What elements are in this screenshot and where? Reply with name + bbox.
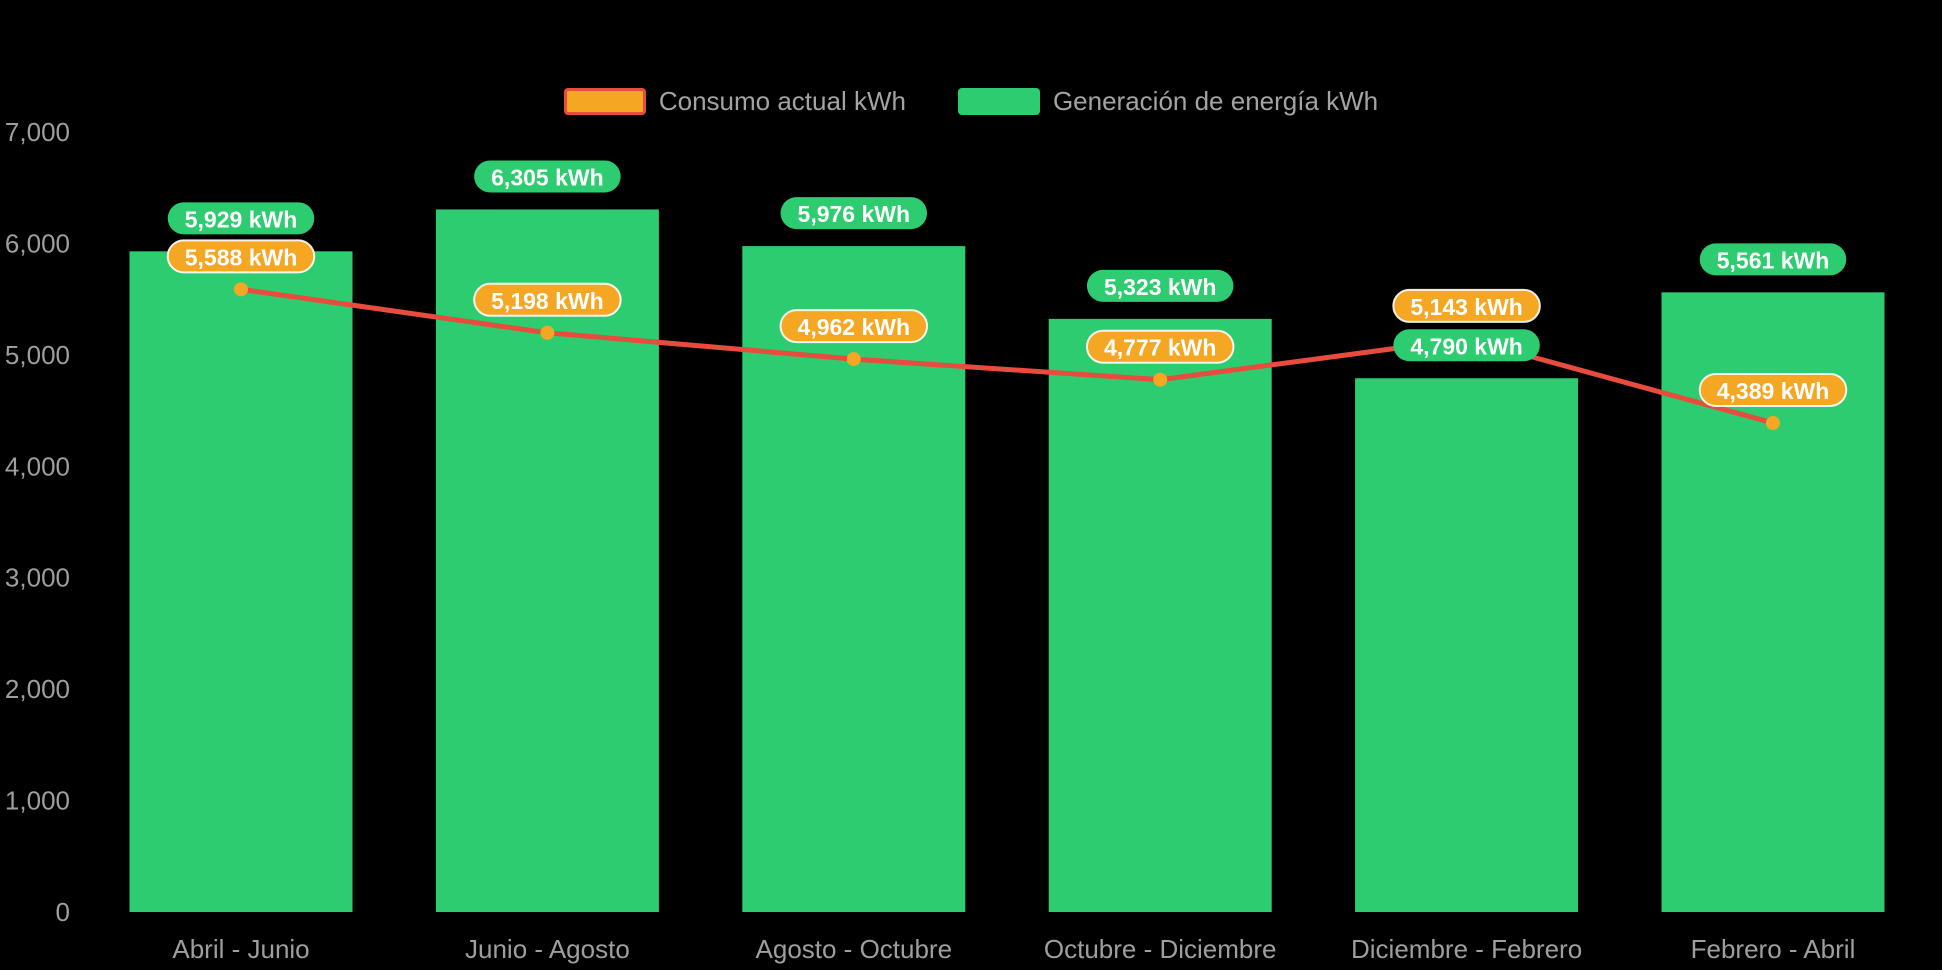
consumption-value-label-text: 5,198 kWh	[491, 288, 604, 314]
generation-value-label-pill	[1393, 329, 1540, 362]
consumption-value-label: 4,777 kWh	[1085, 329, 1235, 364]
y-axis-tick-label: 6,000	[5, 228, 70, 258]
legend-label-generation: Generación de energía kWh	[1052, 86, 1379, 116]
y-axis-tick-label: 4,000	[5, 451, 70, 481]
generation-value-label-pill	[167, 202, 315, 235]
consumption-value-label-pill	[473, 282, 622, 317]
consumption-value-label-pill	[1392, 288, 1541, 323]
x-axis-category-label: Junio - Agosto	[465, 934, 630, 964]
y-axis-tick-label: 0	[56, 897, 70, 927]
generation-value-label: 5,976 kWh	[780, 197, 928, 230]
generation-value-label-text: 5,561 kWh	[1717, 247, 1830, 273]
legend-item-generation[interactable]: Generación de energía kWh	[957, 86, 1379, 116]
consumption-point[interactable]	[540, 325, 555, 340]
y-axis-tick-label: 3,000	[5, 563, 70, 593]
consumption-point[interactable]	[846, 352, 861, 367]
consumption-swatch-icon	[563, 88, 646, 115]
chart-legend: Consumo actual kWh Generación de energía…	[0, 88, 1942, 115]
consumption-value-label: 5,198 kWh	[473, 282, 622, 317]
generation-swatch-icon	[957, 88, 1040, 115]
bar-generation[interactable]	[1355, 378, 1579, 912]
generation-value-label-text: 5,976 kWh	[798, 201, 911, 227]
generation-value-label-pill	[1699, 243, 1847, 276]
bar-generation[interactable]	[129, 251, 353, 913]
generation-value-label-text: 6,305 kWh	[491, 164, 604, 190]
consumption-value-label-pill	[779, 309, 929, 344]
legend-item-consumption[interactable]: Consumo actual kWh	[563, 86, 906, 116]
y-axis-tick-label: 1,000	[5, 786, 70, 816]
consumption-point[interactable]	[1766, 415, 1780, 430]
generation-value-label-text: 4,790 kWh	[1410, 333, 1523, 359]
consumption-value-label-text: 4,389 kWh	[1717, 378, 1830, 404]
consumption-value-label: 5,143 kWh	[1392, 288, 1541, 323]
generation-value-label-text: 5,323 kWh	[1104, 274, 1217, 300]
bar-generation[interactable]	[742, 246, 966, 913]
y-axis-tick-label: 7,000	[5, 117, 70, 147]
consumption-value-label-text: 4,962 kWh	[798, 314, 911, 340]
x-axis-category-label: Abril - Junio	[172, 934, 309, 964]
x-axis-category-label: Diciembre - Febrero	[1351, 934, 1582, 964]
x-axis-category-label: Febrero - Abril	[1691, 934, 1856, 964]
generation-value-label: 6,305 kWh	[474, 160, 621, 193]
generation-value-label-pill	[780, 197, 928, 230]
consumption-point[interactable]	[234, 282, 248, 297]
consumption-value-label: 4,962 kWh	[779, 309, 929, 344]
x-axis-category-label: Agosto - Octubre	[756, 934, 953, 964]
consumption-value-label-text: 4,777 kWh	[1104, 335, 1217, 361]
consumption-value-label-pill	[1085, 329, 1235, 364]
generation-value-label: 4,790 kWh	[1393, 329, 1540, 362]
generation-value-label-pill	[1086, 269, 1234, 302]
generation-value-label: 5,929 kWh	[167, 202, 315, 235]
generation-value-label: 5,561 kWh	[1699, 243, 1847, 276]
consumption-value-label-text: 5,588 kWh	[185, 244, 298, 270]
generation-value-label-text: 5,929 kWh	[185, 206, 298, 232]
consumption-value-label-pill	[166, 239, 316, 274]
legend-label-consumption: Consumo actual kWh	[658, 86, 906, 116]
y-axis-tick-label: 5,000	[5, 340, 70, 370]
consumption-value-label-pill	[1698, 372, 1848, 407]
consumption-value-label-text: 5,143 kWh	[1410, 294, 1523, 320]
consumption-value-label: 5,588 kWh	[166, 239, 316, 274]
consumption-value-label: 4,389 kWh	[1698, 372, 1848, 407]
x-axis-category-label: Octubre - Diciembre	[1044, 934, 1277, 964]
consumption-point[interactable]	[1153, 372, 1168, 387]
bar-generation[interactable]	[1048, 318, 1272, 912]
generation-value-label-pill	[474, 160, 621, 193]
y-axis-tick-label: 2,000	[5, 674, 70, 704]
generation-value-label: 5,323 kWh	[1086, 269, 1234, 302]
